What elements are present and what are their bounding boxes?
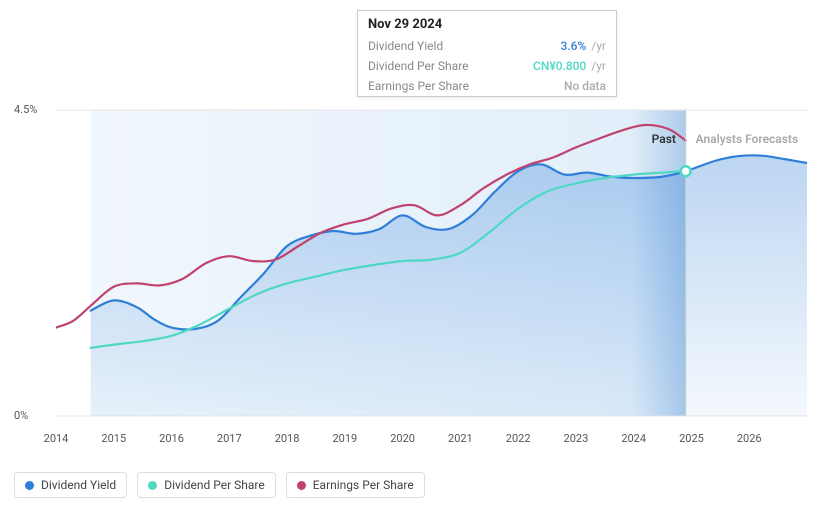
x-tick-label: 2026	[737, 432, 762, 445]
legend-item-earnings-per-share[interactable]: Earnings Per Share	[286, 472, 425, 498]
tooltip-metric-value: No data	[564, 79, 606, 93]
legend-label: Dividend Per Share	[164, 478, 265, 492]
x-tick-label: 2015	[101, 432, 126, 445]
x-tick-label: 2022	[506, 432, 531, 445]
tooltip-metric-label: Earnings Per Share	[368, 79, 469, 93]
legend-dot-icon	[25, 481, 34, 490]
legend-dot-icon	[297, 481, 306, 490]
x-axis-labels: 2014201520162017201820192020202120222023…	[56, 432, 807, 452]
tooltip-metric-label: Dividend Yield	[368, 39, 443, 53]
chart-legend: Dividend Yield Dividend Per Share Earnings…	[14, 472, 425, 498]
legend-label: Dividend Yield	[41, 478, 116, 492]
past-region-label: Past	[652, 132, 676, 146]
x-tick-label: 2020	[390, 432, 415, 445]
dividend-chart-container: 0% 4.5% 2014 2015 2016 2017 2018 2019 2020 2021 2…	[0, 0, 821, 508]
x-tick-label: 2016	[159, 432, 184, 445]
y-tick-label: 0%	[14, 409, 28, 422]
x-tick-label: 2018	[275, 432, 300, 445]
y-tick-label: 4.5%	[14, 103, 37, 116]
legend-dot-icon	[148, 481, 157, 490]
tooltip-row: Dividend Yield 3.6% /yr	[358, 36, 616, 56]
legend-item-dividend-yield[interactable]: Dividend Yield	[14, 472, 127, 498]
x-tick-label: 2014	[44, 432, 69, 445]
x-tick-label: 2025	[679, 432, 704, 445]
legend-item-dividend-per-share[interactable]: Dividend Per Share	[137, 472, 276, 498]
x-tick-label: 2024	[621, 432, 646, 445]
tooltip-metric-value: CN¥0.800 /yr	[533, 59, 606, 73]
x-tick-label: 2017	[217, 432, 242, 445]
x-tick-label: 2021	[448, 432, 473, 445]
tooltip-date: Nov 29 2024	[358, 11, 616, 36]
forecast-region-label: Analysts Forecasts	[696, 132, 798, 146]
tooltip-metric-label: Dividend Per Share	[368, 59, 469, 73]
hover-tooltip: Nov 29 2024 Dividend Yield3.6% /yrDivide…	[357, 10, 617, 97]
plot-area[interactable]: 0%4.5% 201420152016201720182019202020212…	[14, 10, 807, 430]
legend-label: Earnings Per Share	[313, 478, 414, 492]
x-tick-label: 2023	[564, 432, 589, 445]
x-tick-label: 2019	[332, 432, 357, 445]
y-axis-labels: 0% 4.5%	[14, 10, 56, 430]
tooltip-metric-value: 3.6% /yr	[561, 39, 606, 53]
tooltip-row: Dividend Per Share CN¥0.800 /yr	[358, 56, 616, 76]
tooltip-row: Earnings Per Share No data	[358, 76, 616, 96]
